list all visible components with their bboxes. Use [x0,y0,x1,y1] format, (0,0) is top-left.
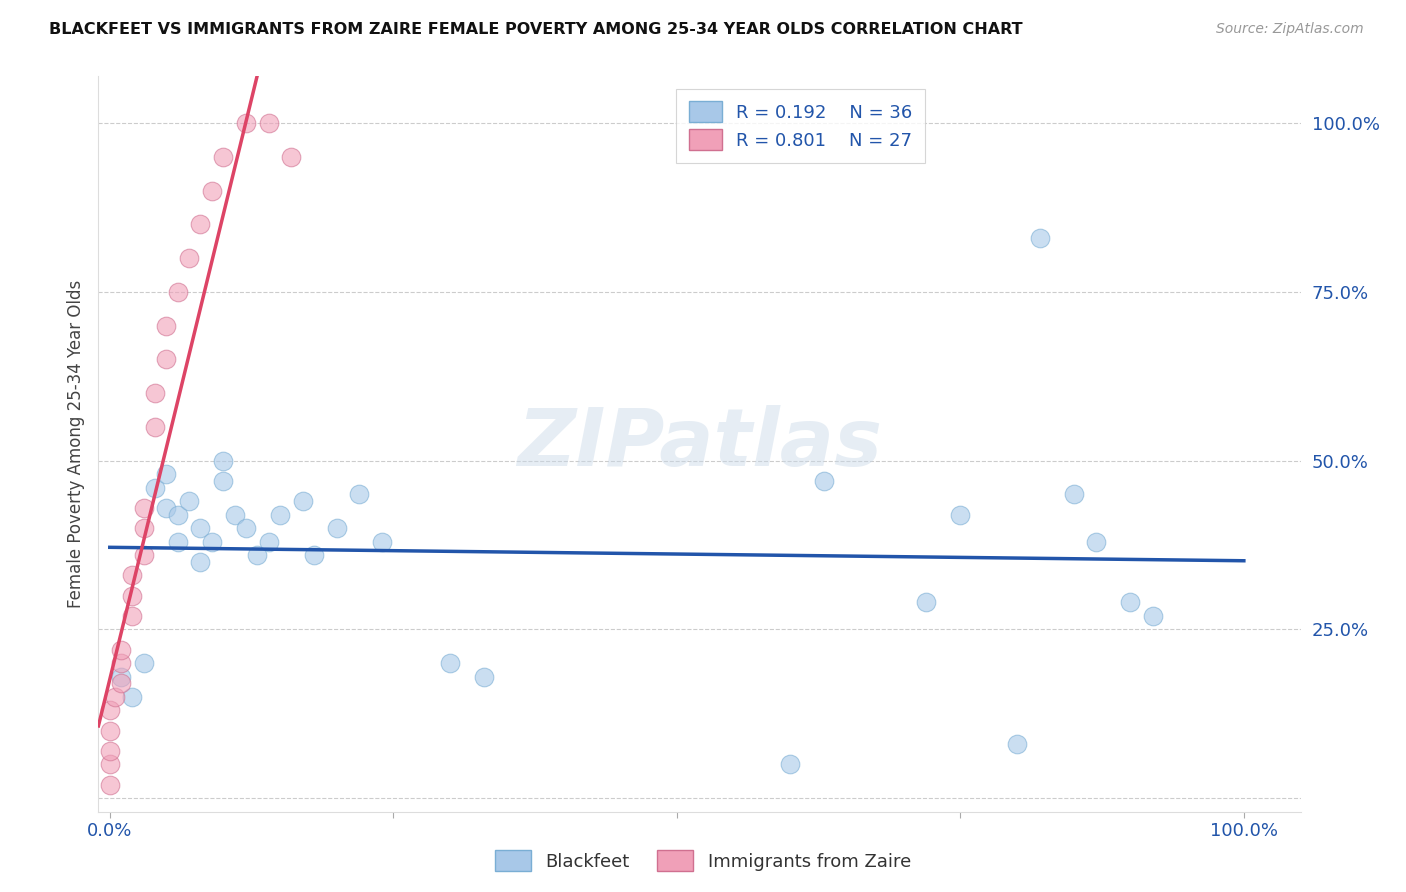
Point [1005,737,1028,751]
Point [291,494,314,508]
Point [132,656,155,670]
Y-axis label: Female Poverty Among 25-34 Year Olds: Female Poverty Among 25-34 Year Olds [66,280,84,607]
Point [110,642,132,657]
Point [212,150,235,164]
Point [166,508,188,522]
Point [121,609,143,624]
Point [212,474,235,488]
Point [472,670,495,684]
Point [257,534,280,549]
Point [190,218,212,232]
Text: ZIPatlas: ZIPatlas [517,405,882,483]
Point [155,467,177,482]
Text: Source: ZipAtlas.com: Source: ZipAtlas.com [1216,22,1364,37]
Point [371,534,394,549]
Point [98,757,121,772]
Point [98,744,121,758]
Point [121,568,143,582]
Point [132,500,155,515]
Point [257,116,280,130]
Point [201,534,224,549]
Point [155,318,177,333]
Text: BLACKFEET VS IMMIGRANTS FROM ZAIRE FEMALE POVERTY AMONG 25-34 YEAR OLDS CORRELAT: BLACKFEET VS IMMIGRANTS FROM ZAIRE FEMAL… [49,22,1022,37]
Point [104,690,127,704]
Point [235,116,257,130]
Point [212,453,235,467]
Point [110,670,132,684]
Point [224,508,246,522]
Point [1142,609,1164,624]
Point [325,521,347,535]
Point [98,778,121,792]
Point [1085,534,1108,549]
Point [98,703,121,717]
Point [179,251,201,265]
Point [132,521,155,535]
Point [1119,595,1142,609]
Point [110,676,132,690]
Point [110,656,132,670]
Point [166,285,188,299]
Point [179,494,201,508]
Point [949,508,972,522]
Point [201,184,224,198]
Point [132,548,155,562]
Point [302,548,325,562]
Point [143,420,166,434]
Point [155,352,177,367]
Point [1063,487,1085,501]
Legend: Blackfeet, Immigrants from Zaire: Blackfeet, Immigrants from Zaire [488,843,918,879]
Point [246,548,269,562]
Point [349,487,371,501]
Point [235,521,257,535]
Point [98,723,121,738]
Point [190,521,212,535]
Point [155,500,177,515]
Point [1028,231,1050,245]
Point [915,595,938,609]
Point [190,555,212,569]
Point [779,757,801,772]
Point [143,481,166,495]
Point [813,474,835,488]
Point [121,589,143,603]
Legend: R = 0.192    N = 36, R = 0.801    N = 27: R = 0.192 N = 36, R = 0.801 N = 27 [676,88,925,162]
Point [143,386,166,401]
Point [439,656,461,670]
Point [269,508,291,522]
Point [280,150,302,164]
Point [166,534,188,549]
Point [121,690,143,704]
